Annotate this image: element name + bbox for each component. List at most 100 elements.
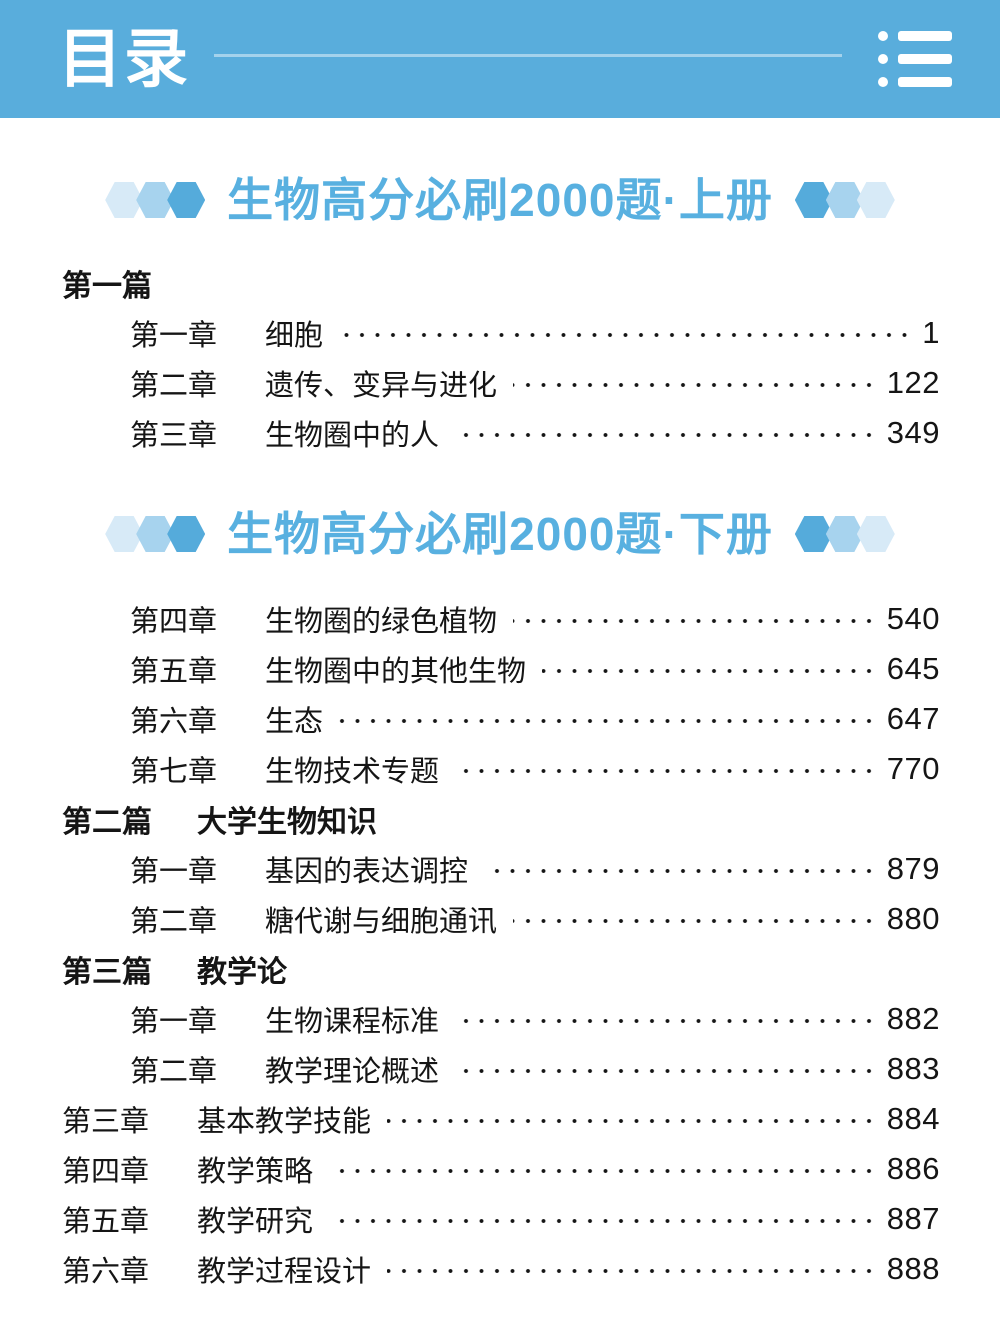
hexagon-decoration-left xyxy=(105,182,206,218)
toc-chapter-row[interactable]: 第四章 生物圈的绿色植物 540 xyxy=(0,594,940,644)
chapter-title: 生物圈中的人 xyxy=(265,420,440,452)
toc-chapter-row[interactable]: 第一章 基因的表达调控 879 xyxy=(0,844,940,894)
dot-leader xyxy=(329,1213,877,1229)
toc-chapter-row[interactable]: 第六章 生态 647 xyxy=(0,694,940,744)
list-icon[interactable] xyxy=(878,31,952,87)
list-icon-row xyxy=(878,77,952,87)
dot-leader xyxy=(329,1163,877,1179)
page-header: 目录 xyxy=(0,0,1000,118)
page-number: 647 xyxy=(886,701,940,736)
list-icon-bar xyxy=(898,31,952,41)
toc-chapter-row[interactable]: 第三章 生物圈中的人 349 xyxy=(0,408,940,458)
toc-part-row: 第二篇 大学生物知识 xyxy=(0,794,940,844)
chapter-label: 第二章 xyxy=(130,1056,218,1088)
volume-title-row: 生物高分必刷2000题·上册 xyxy=(0,168,1000,232)
chapter-title: 生物技术专题 xyxy=(265,756,440,788)
page-number: 645 xyxy=(886,651,940,686)
toc-chapter-row[interactable]: 第三章 基本教学技能 884 xyxy=(0,1094,940,1144)
chapter-label: 第一章 xyxy=(130,856,218,888)
dot-leader xyxy=(339,713,877,729)
chapter-title: 遗传、变异与进化 xyxy=(265,370,498,402)
chapter-title: 教学理论概述 xyxy=(265,1056,440,1088)
list-icon-row xyxy=(878,54,952,64)
toc-chapter-row[interactable]: 第七章 生物技术专题 770 xyxy=(0,744,940,794)
dot-leader xyxy=(513,913,877,929)
page-number: 349 xyxy=(886,415,940,450)
chapter-title: 糖代谢与细胞通讯 xyxy=(265,906,498,938)
toc-chapter-row[interactable]: 第一章 细胞 1 xyxy=(0,308,940,358)
chapter-title: 细胞 xyxy=(265,320,324,352)
chapter-title: 生物课程标准 xyxy=(265,1006,440,1038)
chapter-label: 第三章 xyxy=(130,420,218,452)
page-number: 882 xyxy=(886,1001,940,1036)
hexagon-decoration-left xyxy=(105,516,206,552)
chapter-label: 第五章 xyxy=(62,1206,150,1238)
toc-part-row: 第一篇 xyxy=(0,258,940,308)
page-number: 887 xyxy=(886,1201,940,1236)
page-number: 1 xyxy=(922,315,940,350)
chapter-label: 第三章 xyxy=(62,1106,150,1138)
chapter-title: 基因的表达调控 xyxy=(265,856,469,888)
page-number: 540 xyxy=(886,601,940,636)
dot-leader xyxy=(455,427,877,443)
toc-chapter-row[interactable]: 第一章 生物课程标准 882 xyxy=(0,994,940,1044)
chapter-label: 第二章 xyxy=(130,906,218,938)
toc-part-row: 第三篇 教学论 xyxy=(0,944,940,994)
chapter-label: 第一章 xyxy=(130,320,218,352)
toc-chapter-row[interactable]: 第五章 生物圈中的其他生物 645 xyxy=(0,644,940,694)
chapter-title: 教学研究 xyxy=(197,1206,314,1238)
header-divider xyxy=(214,53,842,57)
dot-leader xyxy=(455,1063,877,1079)
dot-leader xyxy=(542,663,877,679)
dot-leader xyxy=(387,1263,877,1279)
dot-leader xyxy=(455,763,877,779)
list-icon-dot xyxy=(878,77,888,87)
chapter-title: 生物圈的绿色植物 xyxy=(265,606,498,638)
chapter-title: 教学过程设计 xyxy=(197,1256,372,1288)
page-number: 886 xyxy=(886,1151,940,1186)
chapter-label: 第一章 xyxy=(130,1006,218,1038)
volume-title: 生物高分必刷2000题·上册 xyxy=(227,174,773,226)
chapter-label: 第四章 xyxy=(62,1156,150,1188)
toc-chapter-row[interactable]: 第四章 教学策略 886 xyxy=(0,1144,940,1194)
toc-chapter-row[interactable]: 第五章 教学研究 887 xyxy=(0,1194,940,1244)
page-number: 883 xyxy=(886,1051,940,1086)
dot-leader xyxy=(455,1013,877,1029)
dot-leader xyxy=(387,1113,877,1129)
chapter-label: 第五章 xyxy=(130,656,218,688)
dot-leader xyxy=(484,863,877,879)
page-number: 122 xyxy=(886,365,940,400)
toc-chapter-row[interactable]: 第二章 糖代谢与细胞通讯 880 xyxy=(0,894,940,944)
hexagon-icon xyxy=(856,516,895,552)
hexagon-icon xyxy=(167,182,206,218)
list-icon-bar xyxy=(898,54,952,64)
volume-title: 生物高分必刷2000题·下册 xyxy=(227,508,773,560)
list-icon-dot xyxy=(878,31,888,41)
volume-section-1: 生物高分必刷2000题·上册 第一篇 第一章 细胞 1 第二章 遗传、变异与进化… xyxy=(0,168,1000,458)
dot-leader xyxy=(339,327,913,343)
toc-chapter-row[interactable]: 第六章 教学过程设计 888 xyxy=(0,1244,940,1294)
part-title: 教学论 xyxy=(197,956,287,989)
toc-chapter-row[interactable]: 第二章 遗传、变异与进化 122 xyxy=(0,358,940,408)
page-number: 884 xyxy=(886,1101,940,1136)
hexagon-decoration-right xyxy=(794,516,895,552)
chapter-title: 教学策略 xyxy=(197,1156,314,1188)
volume-section-2: 生物高分必刷2000题·下册 第四章 生物圈的绿色植物 540 第五章 生物圈中… xyxy=(0,502,1000,1294)
toc-chapter-row[interactable]: 第二章 教学理论概述 883 xyxy=(0,1044,940,1094)
volume-title-row: 生物高分必刷2000题·下册 xyxy=(0,502,1000,566)
list-icon-dot xyxy=(878,54,888,64)
hexagon-decoration-right xyxy=(794,182,895,218)
hexagon-icon xyxy=(856,182,895,218)
page-number: 770 xyxy=(886,751,940,786)
chapter-label: 第六章 xyxy=(130,706,218,738)
toc-entry-list: 第一篇 第一章 细胞 1 第二章 遗传、变异与进化 122 第三章 生物圈中的人… xyxy=(0,258,1000,458)
chapter-title: 基本教学技能 xyxy=(197,1106,372,1138)
page-number: 879 xyxy=(886,851,940,886)
part-label: 第一篇 xyxy=(62,270,152,303)
chapter-label: 第二章 xyxy=(130,370,218,402)
chapter-title: 生态 xyxy=(265,706,324,738)
chapter-label: 第四章 xyxy=(130,606,218,638)
part-label: 第二篇 xyxy=(62,806,152,839)
chapter-title: 生物圈中的其他生物 xyxy=(265,656,527,688)
page-title: 目录 xyxy=(58,23,190,95)
